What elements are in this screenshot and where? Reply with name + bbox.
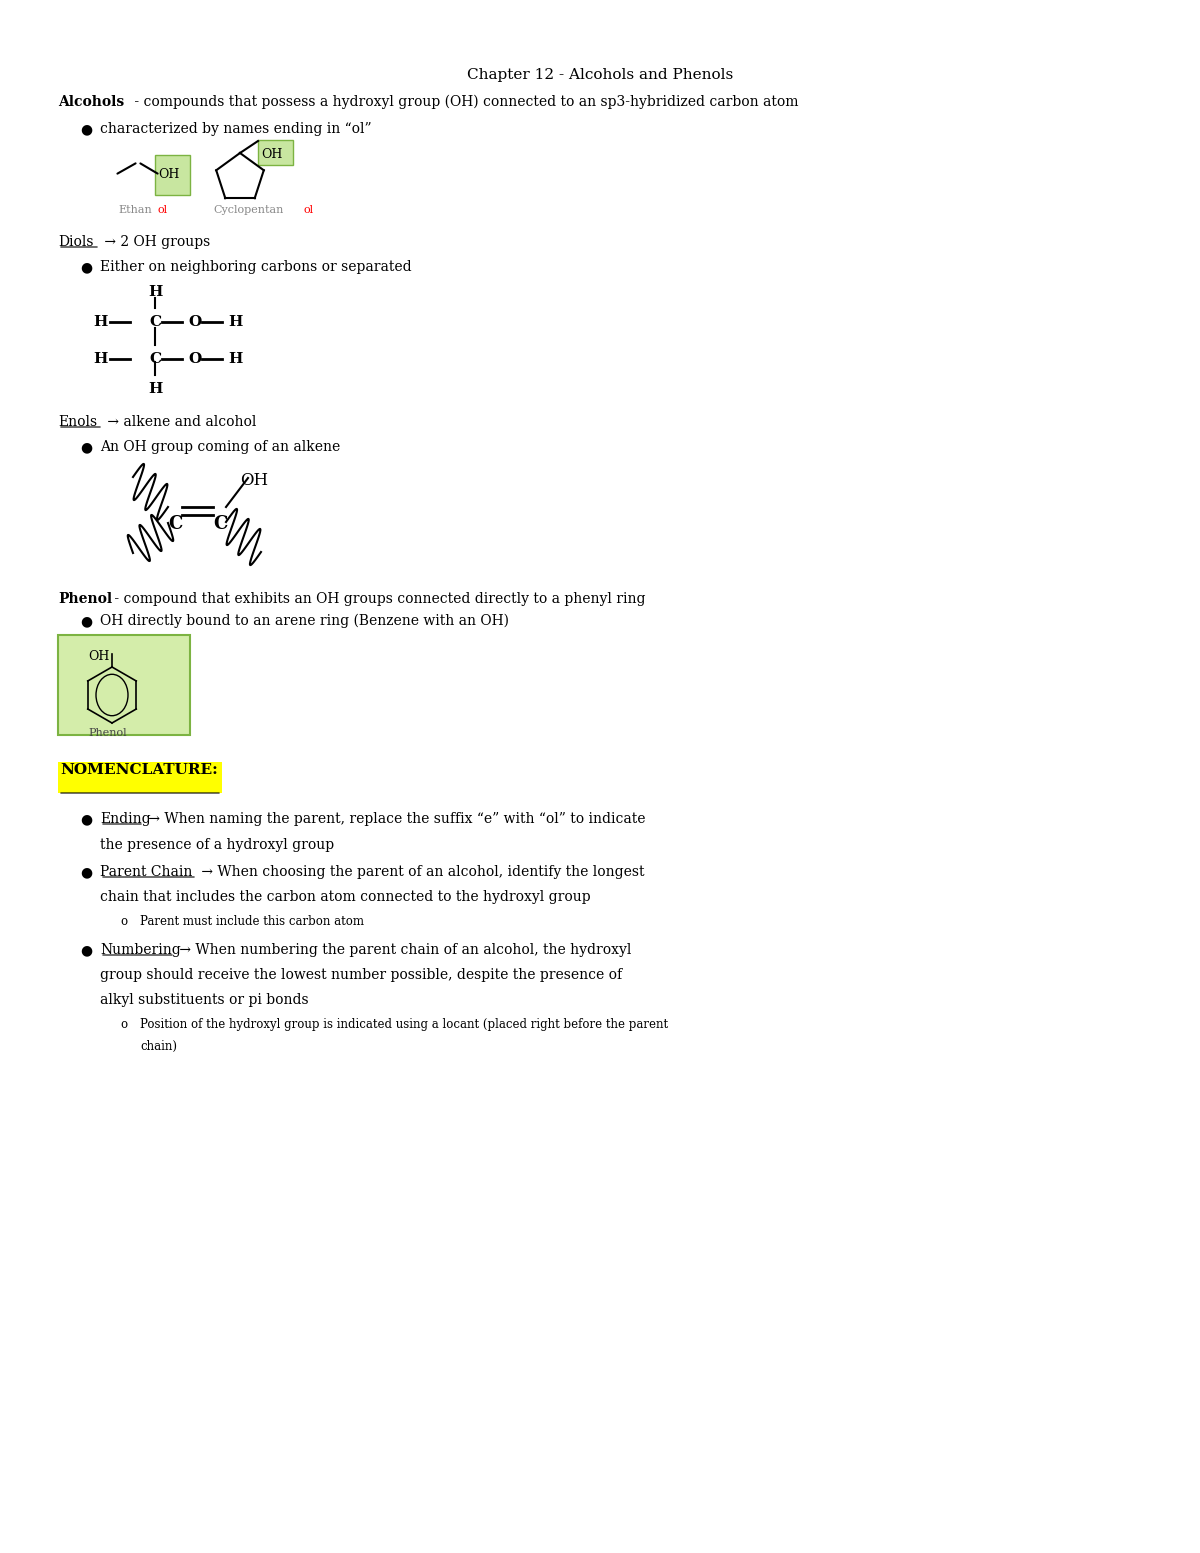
Text: C: C (212, 516, 227, 533)
Text: ●: ● (80, 812, 92, 826)
Text: o: o (120, 915, 127, 929)
Text: characterized by names ending in “ol”: characterized by names ending in “ol” (100, 123, 372, 137)
Text: chain): chain) (140, 1041, 178, 1053)
Text: C: C (149, 353, 161, 367)
Text: O: O (188, 353, 202, 367)
Text: → When choosing the parent of an alcohol, identify the longest: → When choosing the parent of an alcohol… (197, 865, 644, 879)
FancyBboxPatch shape (58, 635, 190, 735)
Text: OH: OH (158, 168, 179, 182)
Text: Position of the hydroxyl group is indicated using a locant (placed right before : Position of the hydroxyl group is indica… (140, 1019, 668, 1031)
Text: o: o (120, 1019, 127, 1031)
Text: ●: ● (80, 259, 92, 273)
Text: ●: ● (80, 123, 92, 137)
Text: C: C (168, 516, 182, 533)
Text: ●: ● (80, 865, 92, 879)
Text: ●: ● (80, 943, 92, 957)
Text: → alkene and alcohol: → alkene and alcohol (103, 415, 257, 429)
Text: Alcohols: Alcohols (58, 95, 125, 109)
Text: Phenol: Phenol (88, 728, 127, 738)
Text: Parent Chain: Parent Chain (100, 865, 192, 879)
Text: H: H (148, 382, 162, 396)
Text: - compound that exhibits an OH groups connected directly to a phenyl ring: - compound that exhibits an OH groups co… (110, 592, 646, 606)
Text: Either on neighboring carbons or separated: Either on neighboring carbons or separat… (100, 259, 412, 273)
Text: O: O (188, 315, 202, 329)
Text: the presence of a hydroxyl group: the presence of a hydroxyl group (100, 839, 334, 853)
Text: Phenol: Phenol (58, 592, 112, 606)
Text: ol: ol (302, 205, 313, 214)
Text: Parent must include this carbon atom: Parent must include this carbon atom (140, 915, 364, 929)
FancyBboxPatch shape (155, 155, 190, 196)
Text: C: C (149, 315, 161, 329)
Text: Numbering: Numbering (100, 943, 181, 957)
Text: NOMENCLATURE:: NOMENCLATURE: (60, 763, 217, 776)
Text: - compounds that possess a hydroxyl group (OH) connected to an sp3-hybridized ca: - compounds that possess a hydroxyl grou… (130, 95, 798, 109)
Text: OH: OH (88, 651, 109, 663)
Text: Ending: Ending (100, 812, 151, 826)
Text: OH: OH (240, 472, 268, 489)
FancyBboxPatch shape (58, 763, 222, 794)
Text: ol: ol (158, 205, 168, 214)
Text: Chapter 12 - Alcohols and Phenols: Chapter 12 - Alcohols and Phenols (467, 68, 733, 82)
Text: chain that includes the carbon atom connected to the hydroxyl group: chain that includes the carbon atom conn… (100, 890, 590, 904)
Text: H: H (228, 353, 242, 367)
Text: group should receive the lowest number possible, despite the presence of: group should receive the lowest number p… (100, 968, 622, 981)
Text: H: H (228, 315, 242, 329)
FancyBboxPatch shape (258, 140, 293, 165)
Text: H: H (148, 286, 162, 300)
Text: → When numbering the parent chain of an alcohol, the hydroxyl: → When numbering the parent chain of an … (175, 943, 631, 957)
Text: Cyclopentan: Cyclopentan (214, 205, 283, 214)
Text: → 2 OH groups: → 2 OH groups (100, 235, 210, 248)
Text: H: H (92, 315, 107, 329)
Text: alkyl substituents or pi bonds: alkyl substituents or pi bonds (100, 992, 308, 1006)
Text: ●: ● (80, 613, 92, 627)
Text: OH: OH (262, 148, 282, 162)
Text: H: H (92, 353, 107, 367)
Text: OH directly bound to an arene ring (Benzene with an OH): OH directly bound to an arene ring (Benz… (100, 613, 509, 629)
Text: ●: ● (80, 439, 92, 453)
Text: → When naming the parent, replace the suffix “e” with “ol” to indicate: → When naming the parent, replace the su… (144, 812, 646, 826)
Text: An OH group coming of an alkene: An OH group coming of an alkene (100, 439, 341, 453)
Text: Enols: Enols (58, 415, 97, 429)
Text: Diols: Diols (58, 235, 94, 248)
Text: Ethan: Ethan (118, 205, 151, 214)
